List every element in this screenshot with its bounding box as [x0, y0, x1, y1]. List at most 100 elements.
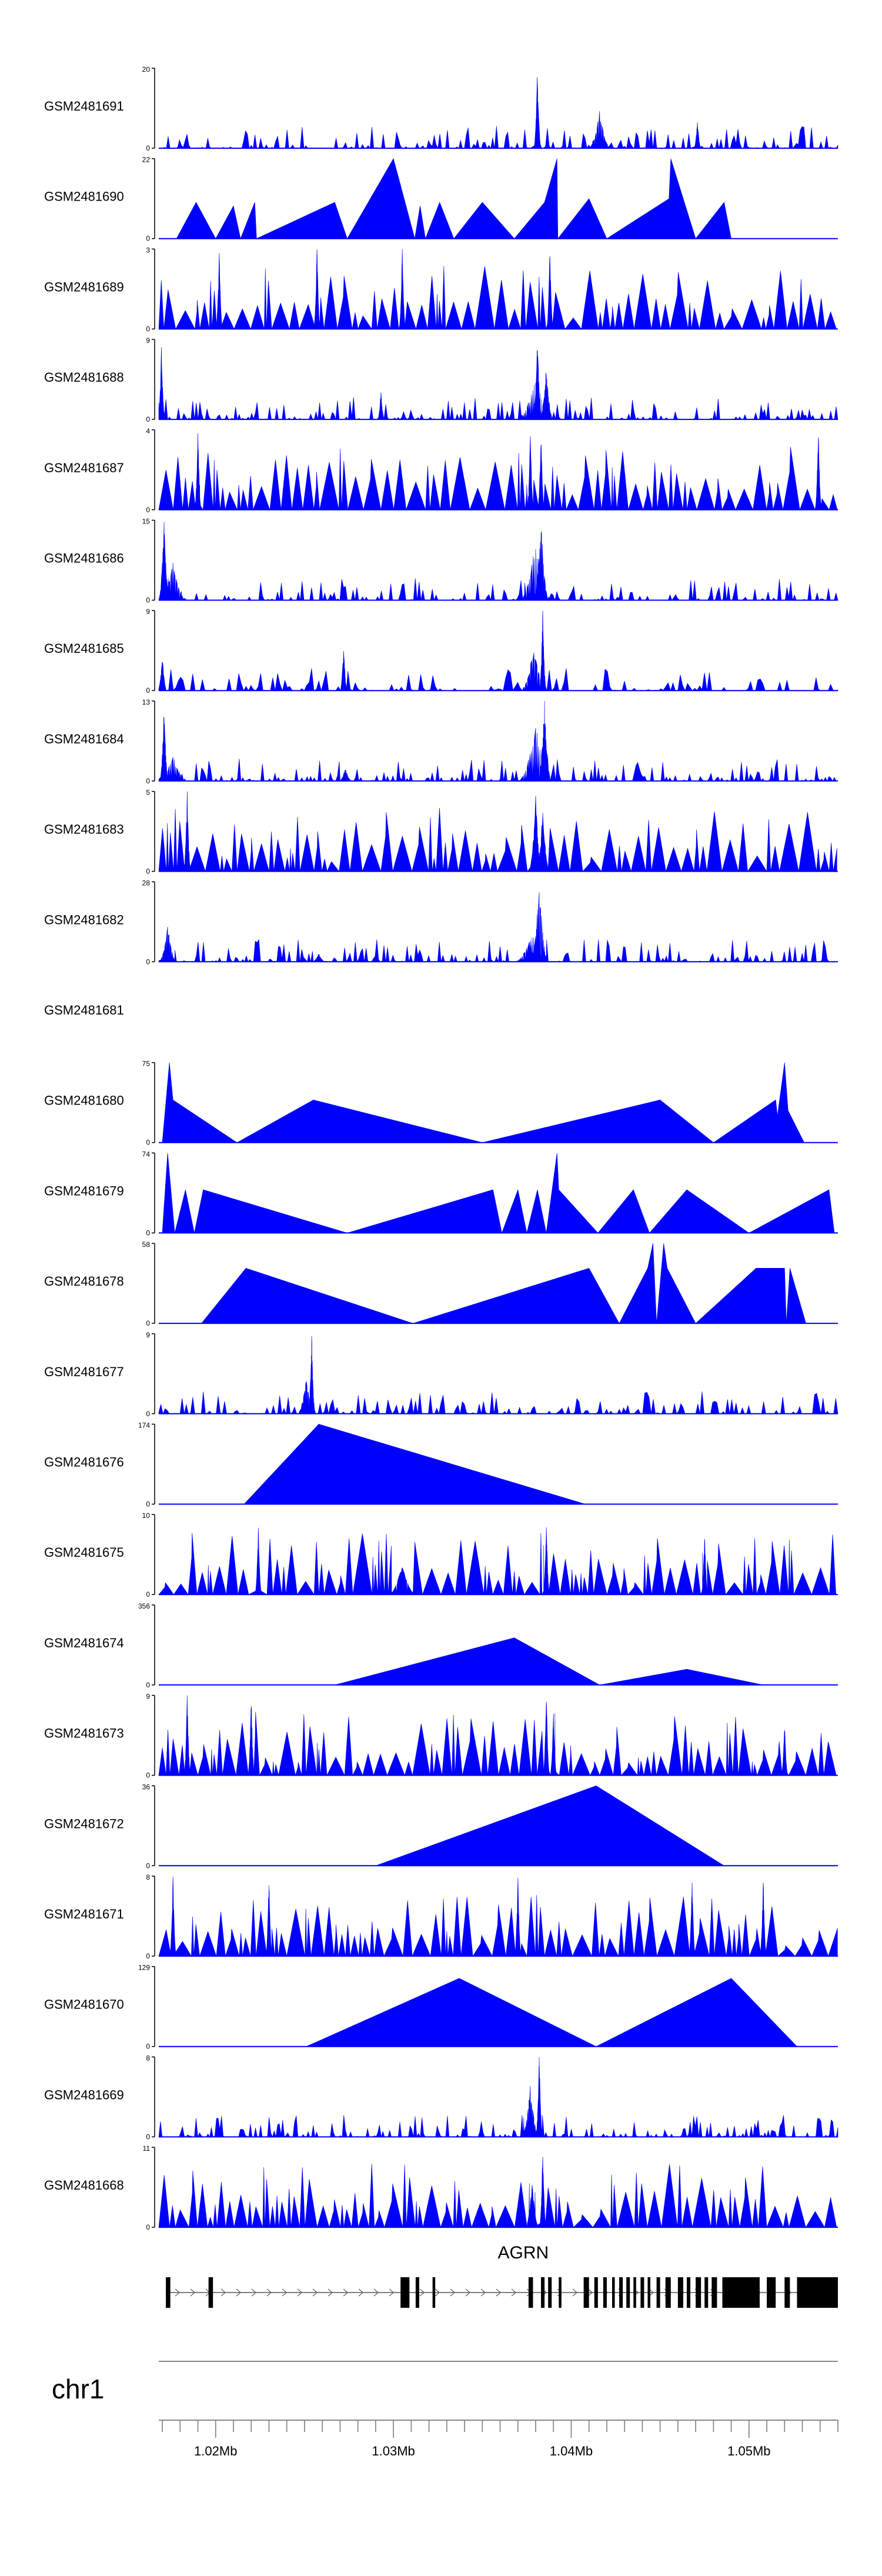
track-GSM2481691-label: GSM2481691: [44, 99, 124, 114]
track-GSM2481688-y-zero-label: 0: [146, 415, 150, 423]
track-GSM2481687-y-zero-label: 0: [146, 506, 150, 514]
track-GSM2481670-y-max-label: 129: [138, 1964, 150, 1972]
track-GSM2481680-label: GSM2481680: [44, 1093, 124, 1108]
track-GSM2481679-y-max-label: 74: [142, 1150, 151, 1158]
track-GSM2481686-label: GSM2481686: [44, 551, 124, 566]
gene-strand-arrow: [572, 2288, 578, 2297]
gene-strand-arrow: [435, 2288, 440, 2297]
chromosome-label: chr1: [52, 2374, 104, 2404]
track-GSM2481691-signal-area: [159, 77, 838, 149]
track-GSM2481687-label: GSM2481687: [44, 461, 124, 475]
gene-exon: [767, 2277, 776, 2308]
genome-axis-tick-label: 1.02Mb: [194, 2444, 237, 2458]
gene-exon: [612, 2277, 615, 2308]
gene-strand-arrow: [312, 2288, 318, 2297]
track-GSM2481677-y-max-label: 9: [146, 1331, 150, 1339]
track-GSM2481684-label: GSM2481684: [44, 732, 124, 746]
track-GSM2481674-y-max-label: 356: [138, 1602, 150, 1610]
gene-exon: [626, 2277, 630, 2308]
gene-exon: [640, 2277, 644, 2308]
genome-axis-tick-label: 1.04Mb: [550, 2444, 593, 2458]
track-GSM2481674-label: GSM2481674: [44, 1636, 124, 1650]
track-GSM2481682-label: GSM2481682: [44, 912, 124, 927]
track-GSM2481683-y-zero-label: 0: [146, 867, 150, 876]
track-GSM2481691-y-zero-label: 0: [146, 144, 150, 152]
track-GSM2481679-signal-area: [162, 1153, 835, 1234]
track-GSM2481684-signal-area: [158, 700, 838, 782]
gene-strand-arrow: [649, 2288, 654, 2297]
track-GSM2481676-y-zero-label: 0: [146, 1500, 150, 1509]
track-GSM2481688-y-max-label: 9: [146, 336, 150, 345]
track-GSM2481677-y-zero-label: 0: [146, 1410, 150, 1418]
gene-exon: [166, 2277, 171, 2308]
track-GSM2481691-y-max-label: 20: [142, 65, 151, 74]
track-GSM2481675-signal-area: [158, 1527, 837, 1596]
gene-exon: [594, 2277, 598, 2308]
track-GSM2481678-y-max-label: 58: [142, 1240, 151, 1249]
track-GSM2481682-y-zero-label: 0: [146, 957, 150, 966]
track-GSM2481689-signal-area: [158, 249, 837, 330]
track-GSM2481668-label: GSM2481668: [44, 2178, 124, 2193]
track-GSM2481682-y-max-label: 28: [142, 879, 151, 887]
track-GSM2481685-y-max-label: 9: [146, 608, 150, 616]
track-GSM2481674-y-zero-label: 0: [146, 1681, 150, 1689]
track-GSM2481672-y-max-label: 36: [142, 1783, 151, 1791]
gene-exon: [722, 2277, 760, 2308]
track-GSM2481686-signal-area: [158, 522, 838, 601]
gene-exon: [208, 2277, 213, 2308]
gene-exon: [677, 2277, 683, 2308]
track-GSM2481690-signal-area: [176, 158, 731, 239]
track-GSM2481678-signal-area: [201, 1243, 806, 1324]
track-GSM2481669-signal-area: [158, 2057, 838, 2138]
track-GSM2481682-signal-area: [158, 892, 838, 963]
track-GSM2481679-label: GSM2481679: [44, 1183, 124, 1198]
track-GSM2481673-y-max-label: 9: [146, 1693, 150, 1701]
track-GSM2481688-label: GSM2481688: [44, 370, 124, 385]
track-GSM2481681-label: GSM2481681: [44, 1003, 124, 1017]
genome-axis-tick-label: 1.03Mb: [372, 2444, 415, 2458]
track-GSM2481669-y-zero-label: 0: [146, 2133, 150, 2141]
track-GSM2481668-y-max-label: 11: [143, 2144, 151, 2153]
gene-strand-arrow: [389, 2288, 395, 2297]
track-GSM2481690-y-zero-label: 0: [146, 235, 150, 243]
gene-exon: [541, 2277, 545, 2308]
track-GSM2481668-signal-area: [158, 2157, 837, 2228]
track-GSM2481675-y-zero-label: 0: [146, 1590, 150, 1599]
track-GSM2481676-signal-area: [243, 1424, 586, 1504]
gene-exon: [583, 2277, 589, 2308]
gene-exon: [656, 2277, 660, 2308]
track-GSM2481670-signal-area: [306, 1978, 798, 2047]
track-GSM2481669-y-max-label: 8: [146, 2054, 150, 2062]
gene-exon: [400, 2277, 410, 2308]
gene-exon: [696, 2277, 701, 2308]
track-GSM2481668-y-zero-label: 0: [146, 2223, 150, 2231]
track-GSM2481672-signal-area: [375, 1785, 725, 1866]
gene-exon: [797, 2277, 838, 2308]
track-GSM2481689-y-max-label: 3: [146, 246, 150, 254]
track-GSM2481671-y-zero-label: 0: [146, 1952, 150, 1960]
track-GSM2481683-label: GSM2481683: [44, 822, 124, 837]
gene-label-agrn: AGRN: [497, 2243, 549, 2263]
gene-exon: [603, 2277, 607, 2308]
track-GSM2481687-y-max-label: 4: [146, 427, 150, 435]
track-GSM2481679-y-zero-label: 0: [146, 1229, 150, 1237]
gene-strand-arrow: [282, 2288, 288, 2297]
gene-exon: [647, 2277, 651, 2308]
gene-strand-arrow: [220, 2288, 226, 2297]
track-GSM2481678-label: GSM2481678: [44, 1274, 124, 1289]
gene-strand-arrow: [496, 2288, 502, 2297]
track-GSM2481672-label: GSM2481672: [44, 1816, 124, 1831]
gene-strand-arrow: [358, 2288, 364, 2297]
gene-exon: [665, 2277, 671, 2308]
track-GSM2481680-signal-area: [162, 1062, 805, 1143]
track-GSM2481670-label: GSM2481670: [44, 1997, 124, 2012]
track-GSM2481671-signal-area: [158, 1876, 838, 1957]
track-GSM2481675-label: GSM2481675: [44, 1545, 124, 1560]
gene-strand-arrow: [465, 2288, 471, 2297]
track-GSM2481685-signal-area: [158, 610, 838, 692]
track-GSM2481675-y-max-label: 10: [142, 1511, 151, 1520]
track-GSM2481685-label: GSM2481685: [44, 641, 124, 656]
track-GSM2481687-signal-area: [158, 433, 838, 510]
track-GSM2481677-label: GSM2481677: [44, 1364, 124, 1379]
